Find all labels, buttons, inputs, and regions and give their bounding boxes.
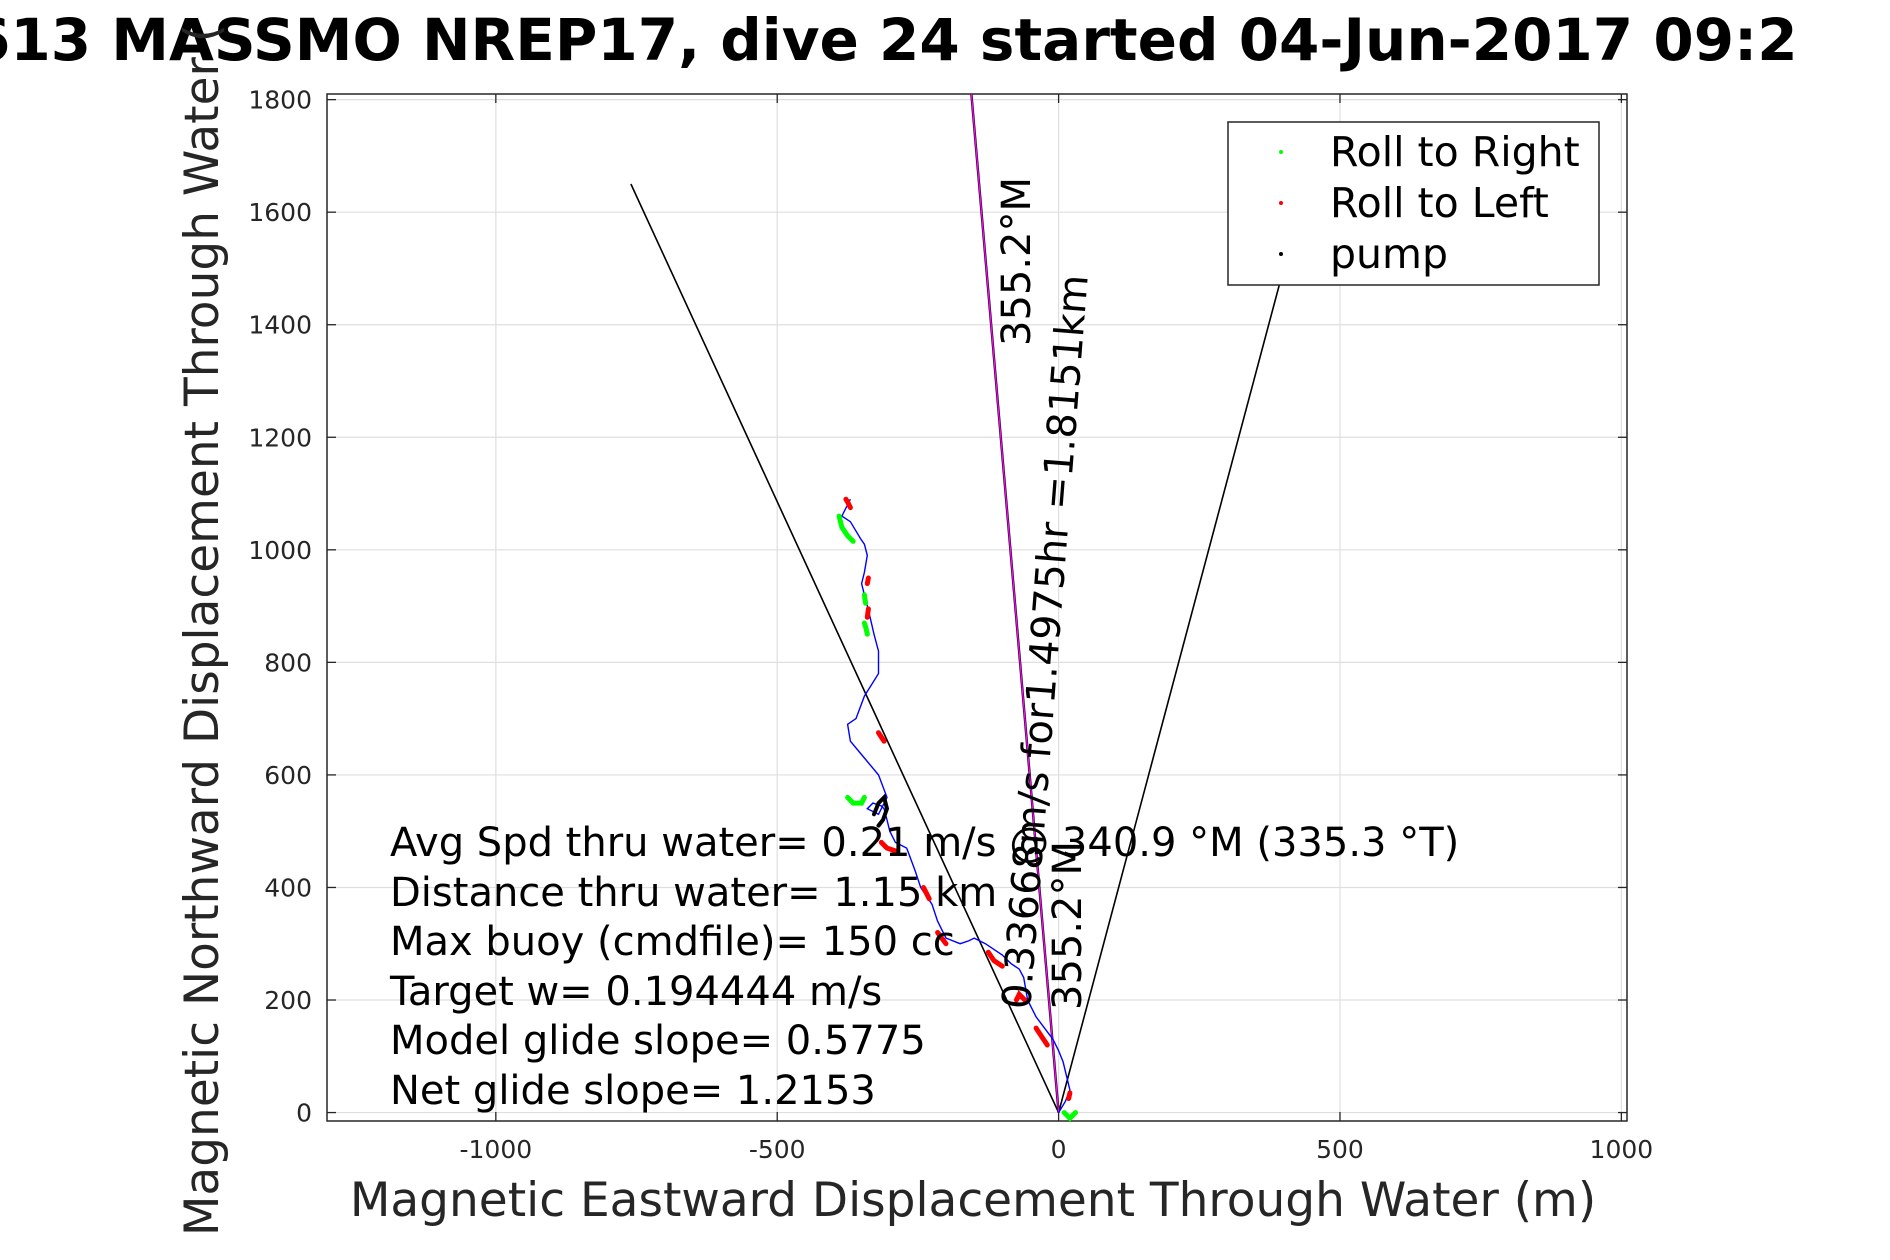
x-tick-label: 500: [1316, 1135, 1364, 1164]
roll-right-segment: [836, 513, 856, 544]
annotation-model-glide: Model glide slope= 0.5775: [390, 1018, 926, 1064]
roll-markers: [836, 496, 1078, 1122]
legend-marker-roll-left: [1279, 201, 1283, 205]
heading-label-top: 355.2°M: [994, 177, 1040, 346]
track-line: [840, 498, 1071, 1113]
roll-right-segment: [845, 794, 867, 806]
y-axis-label: Magnetic Northward Displacement Through …: [175, 24, 230, 1236]
y-tick-label: 1800: [248, 86, 312, 115]
roll-right-segment: [861, 592, 869, 606]
roll-left-segment: [864, 606, 871, 620]
cone-line: [630, 183, 1060, 1113]
roll-left-segment: [1033, 1025, 1050, 1048]
y-tick-label: 800: [264, 648, 312, 677]
x-tick-label: 0: [1051, 1135, 1067, 1164]
y-tick-label: 200: [264, 986, 312, 1015]
roll-left-segment: [843, 496, 853, 511]
axis-ticks: -1000 -500 0 500 1000 0 200 400 600 800 1000 1200 14…: [248, 86, 1653, 1164]
roll-right-segment: [1061, 1110, 1078, 1122]
roll-left-segment: [864, 575, 871, 587]
cone-lines: [630, 183, 1285, 1113]
legend: Roll to Right Roll to Left pump: [1227, 121, 1600, 286]
annotation-target-w: Target w= 0.194444 m/s: [389, 969, 882, 1015]
pump-segment: [872, 793, 890, 828]
y-tick-label: 0: [296, 1099, 312, 1128]
y-tick-label: 1000: [248, 536, 312, 565]
roll-left-segment: [921, 885, 932, 902]
roll-left-segment: [876, 730, 887, 744]
track: [840, 498, 1071, 1113]
y-tick-label: 1400: [248, 311, 312, 340]
legend-label-roll-left: Roll to Left: [1330, 179, 1549, 227]
annotation-distance: Distance thru water= 1.15 km: [390, 870, 997, 916]
y-tick-label: 400: [264, 873, 312, 902]
annotations: Avg Spd thru water= 0.21 m/s @ 340.9 °M …: [389, 820, 1459, 1114]
legend-label-pump: pump: [1330, 230, 1448, 278]
legend-marker-pump: [1279, 252, 1283, 256]
annotation-avg-speed: Avg Spd thru water= 0.21 m/s @ 340.9 °M …: [390, 820, 1459, 866]
plot-area: [326, 93, 1628, 1122]
heading-line-magenta: [970, 93, 1060, 1113]
y-tick-label: 1600: [248, 198, 312, 227]
chart-title: 613 MASSMO NREP17, dive 24 started 04-Ju…: [0, 6, 1798, 74]
legend-label-roll-right: Roll to Right: [1330, 128, 1580, 176]
heading-label-bottom: 355.2°M: [1045, 841, 1091, 1010]
annotation-max-buoy: Max buoy (cmdfile)= 150 cc: [390, 919, 955, 965]
annotation-net-glide: Net glide slope= 1.2153: [390, 1068, 876, 1114]
cone-line: [1057, 268, 1285, 1113]
roll-left-segment: [1066, 1090, 1073, 1101]
legend-box: [1227, 121, 1600, 286]
legend-marker-roll-right: [1279, 150, 1283, 154]
x-tick-label: -1000: [460, 1135, 533, 1164]
roll-left-segment: [878, 839, 898, 854]
y-tick-label: 1200: [248, 423, 312, 452]
roll-left-segment: [1013, 990, 1028, 1003]
y-tick-label: 600: [264, 761, 312, 790]
heading-line: [970, 93, 1060, 1113]
roll-left-segment: [985, 949, 1005, 969]
x-axis-label: Magnetic Eastward Displacement Through W…: [350, 1173, 1596, 1228]
x-tick-label: 1000: [1590, 1135, 1654, 1164]
roll-right-segment: [861, 620, 870, 637]
x-tick-label: -500: [749, 1135, 806, 1164]
roll-left-segment: [935, 930, 949, 947]
